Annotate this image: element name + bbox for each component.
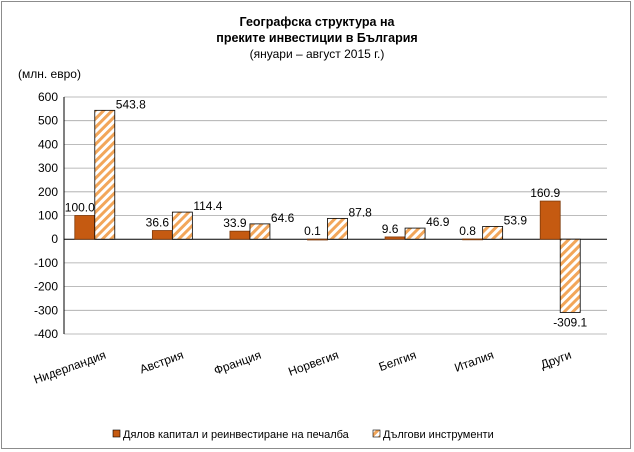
bar-debt	[559, 238, 581, 313]
y-tick-label: 500	[38, 114, 58, 128]
x-category-label: Австрия	[138, 348, 186, 377]
data-label-debt: 87.8	[349, 205, 373, 219]
bars	[74, 109, 581, 313]
chart-subtitle: (януари – август 2015 г.)	[250, 47, 385, 61]
x-axis-category-labels: Нидерландия Австрия Франция Норвегия Белгия И…	[32, 348, 573, 387]
x-category-label: Франция	[212, 348, 263, 378]
data-label-debt: 46.9	[426, 215, 450, 229]
bar-debt	[482, 226, 504, 240]
bar-debt	[327, 217, 348, 240]
bar-equity	[307, 238, 328, 241]
y-tick-label: -400	[34, 327, 58, 341]
data-label-debt: -309.1	[553, 315, 587, 329]
chart-title-line-1: Географска структура на	[240, 15, 396, 29]
y-tick-label: 0	[51, 232, 58, 246]
data-label-debt: 53.9	[504, 213, 528, 227]
bar-equity	[462, 238, 484, 241]
data-label-equity: 33.9	[223, 216, 247, 230]
data-labels: 100.0 543.8 36.6 114.433.9 64.6 0.1 87.8 9.6 46.…	[65, 97, 588, 329]
gridlines	[63, 96, 607, 335]
x-category-label: Норвегия	[286, 348, 340, 379]
x-category-label: Нидерландия	[32, 348, 108, 387]
bar-equity	[229, 230, 251, 240]
data-label-equity: 160.9	[530, 186, 560, 200]
y-tick-label: 400	[38, 137, 58, 151]
y-tick-label: -200	[34, 280, 58, 294]
bar-equity	[74, 215, 96, 240]
x-category-label: Италия	[452, 348, 495, 375]
data-label-equity: 0.8	[459, 224, 476, 238]
y-tick-label: -100	[34, 256, 58, 270]
y-tick-label: 100	[38, 209, 58, 223]
data-label-debt: 64.6	[271, 211, 295, 225]
bar-equity	[151, 230, 173, 240]
bar-debt	[171, 211, 193, 240]
bar-debt	[94, 109, 116, 240]
data-label-equity: 100.0	[65, 201, 95, 215]
legend-label-equity: Дялов капитал и реинвестиране на печалба	[123, 429, 350, 441]
y-axis-tick-labels: 600 500 400 300 200 100 0 -100 -200 -300 -400	[34, 90, 58, 341]
y-tick-label: 600	[38, 90, 58, 104]
bar-debt	[249, 223, 271, 240]
data-label-debt: 114.4	[193, 199, 222, 213]
legend-swatch-debt	[372, 429, 381, 438]
y-tick-label: 200	[38, 185, 58, 199]
legend: Дялов капитал и реинвестиране на печалба…	[112, 429, 494, 441]
legend-label-debt: Дългови инструменти	[383, 429, 494, 441]
bar-equity	[539, 200, 561, 240]
bar-equity	[384, 236, 406, 240]
legend-swatch-equity	[112, 429, 121, 438]
x-category-label: Белгия	[377, 348, 418, 374]
data-label-debt: 543.8	[116, 97, 146, 111]
chart-title-line-2: преките инвестиции в България	[216, 31, 417, 45]
y-tick-label: 300	[38, 161, 58, 175]
data-label-equity: 9.6	[382, 222, 399, 236]
y-axis-unit-label: (млн. евро)	[18, 67, 81, 81]
data-label-equity: 0.1	[304, 224, 321, 238]
bar-debt	[404, 227, 426, 240]
x-category-label: Други	[539, 348, 574, 372]
data-label-equity: 36.6	[146, 216, 170, 230]
y-tick-label: -300	[34, 303, 58, 317]
